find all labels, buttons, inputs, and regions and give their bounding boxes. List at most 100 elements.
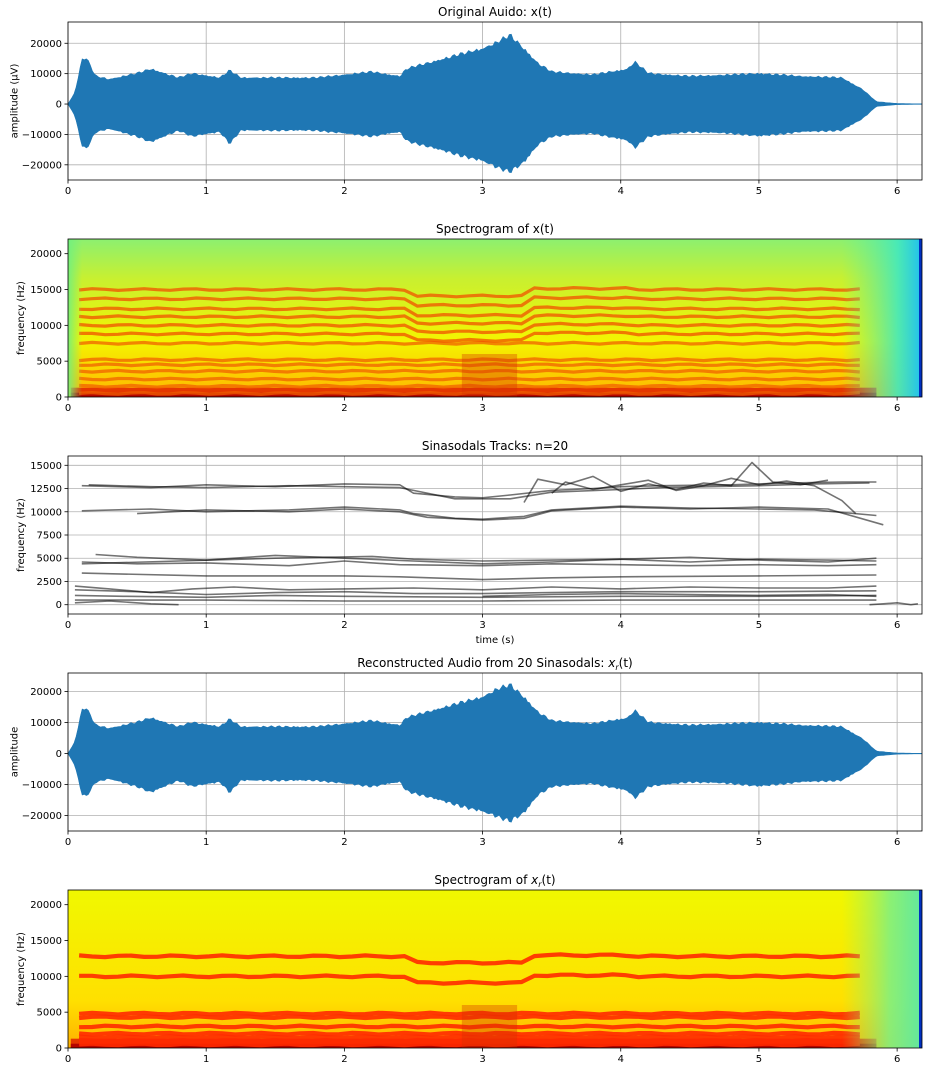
x-tick-label: 0 — [65, 403, 71, 414]
y-tick-label: 7500 — [37, 531, 62, 542]
y-axis-label: frequency (Hz) — [16, 498, 27, 572]
spectrogram-band — [79, 330, 860, 343]
spectrogram-edge — [841, 890, 922, 1048]
y-tick-label: 5000 — [37, 554, 62, 565]
y-tick-label: 0 — [56, 749, 62, 760]
waveform-area — [68, 683, 922, 823]
spectrogram-band — [78, 1034, 860, 1041]
chart-title: Sinasodals Tracks: n=20 — [422, 439, 568, 453]
x-tick-label: 1 — [203, 837, 209, 848]
y-tick-label: 10000 — [30, 69, 62, 80]
sinusoid-track — [482, 592, 877, 598]
x-tick-label: 4 — [618, 186, 624, 197]
x-tick-label: 0 — [65, 186, 71, 197]
sinusoid-track — [523, 461, 829, 503]
waveform-panel: 0 1 2 3 4 5 6 −20000 −10000 0 10000 20000 amplitude R… — [10, 656, 923, 848]
x-tick-label: 6 — [894, 1054, 900, 1065]
y-tick-label: −10000 — [22, 130, 62, 141]
x-tick-label: 2 — [341, 837, 347, 848]
axes-frame — [67, 21, 923, 181]
spectrogram-band — [70, 392, 877, 397]
spectrogram-band — [79, 972, 860, 986]
y-tick-label: 20000 — [30, 249, 62, 260]
waveform-area — [68, 33, 922, 174]
x-tick-label: 1 — [203, 186, 209, 197]
x-tick-label: 4 — [618, 1054, 624, 1065]
x-tick-label: 0 — [65, 1054, 71, 1065]
spectrogram-band — [78, 376, 860, 382]
axes-frame — [67, 889, 923, 1049]
x-tick-label: 5 — [756, 620, 762, 631]
y-tick-label: −10000 — [22, 780, 62, 791]
spectrogram-edge — [68, 239, 82, 397]
sinusoid-track — [81, 572, 877, 581]
y-tick-label: 10000 — [30, 321, 62, 332]
y-tick-label: 5000 — [37, 357, 62, 368]
spectrogram-panel: 0 1 2 3 4 5 6 0 5000 10000 15000 20000 frequency (Hz… — [16, 222, 923, 414]
y-axis-label: amplitude — [10, 727, 21, 778]
y-tick-label: 15000 — [30, 936, 62, 947]
sinusoid-track — [74, 589, 877, 596]
spectrogram-edge — [841, 239, 922, 397]
spectrogram-band — [78, 321, 860, 335]
spectrogram-panel: 0 1 2 3 4 5 6 0 5000 10000 15000 20000 frequency (Hz… — [16, 873, 923, 1065]
spectrogram-image — [68, 890, 922, 1048]
spectrogram-band — [461, 1005, 518, 1048]
spectrogram-edge — [919, 890, 922, 1048]
x-tick-label: 4 — [618, 403, 624, 414]
x-tick-label: 4 — [618, 620, 624, 631]
spectrogram-image — [68, 239, 922, 397]
y-tick-label: 0 — [56, 393, 62, 404]
y-tick-label: 15000 — [30, 285, 62, 296]
tracks-panel: 0 1 2 3 4 5 6 0 2500 5000 7500 10000 12500 15000 frequ… — [16, 439, 923, 646]
x-tick-label: 6 — [894, 620, 900, 631]
x-tick-label: 6 — [894, 403, 900, 414]
spectrogram-band — [79, 305, 860, 318]
x-tick-label: 5 — [756, 403, 762, 414]
x-tick-label: 6 — [894, 837, 900, 848]
y-tick-label: 5000 — [37, 1008, 62, 1019]
y-tick-label: 10000 — [30, 507, 62, 518]
sinusoid-track — [74, 585, 877, 594]
sinusoid-track — [74, 600, 179, 606]
spectrogram-band — [78, 295, 860, 308]
x-tick-label: 2 — [341, 403, 347, 414]
spectrogram-band — [461, 354, 518, 397]
x-tick-label: 3 — [479, 403, 485, 414]
sinusoid-track — [81, 560, 877, 567]
x-tick-label: 4 — [618, 837, 624, 848]
spectrogram-band — [79, 383, 860, 389]
axes-frame — [67, 672, 923, 832]
y-tick-label: 12500 — [30, 484, 62, 495]
y-tick-label: 0 — [56, 100, 62, 111]
y-tick-label: 20000 — [30, 687, 62, 698]
y-tick-label: −20000 — [22, 811, 62, 822]
spectrogram-band — [79, 1023, 860, 1030]
spectrogram-band — [78, 1030, 860, 1037]
chart-title: Spectrogram of xr(t) — [434, 873, 555, 889]
x-tick-label: 0 — [65, 837, 71, 848]
spectrogram-band — [78, 368, 860, 374]
y-tick-label: 2500 — [37, 577, 62, 588]
x-tick-label: 3 — [479, 1054, 485, 1065]
x-axis-label: time (s) — [476, 635, 515, 646]
x-tick-label: 1 — [203, 1054, 209, 1065]
chart-title: Reconstructed Audio from 20 Sinasodals: … — [357, 656, 633, 672]
sinusoid-track — [88, 482, 870, 500]
y-tick-label: 10000 — [30, 718, 62, 729]
y-tick-label: 0 — [56, 600, 62, 611]
y-tick-label: 10000 — [30, 972, 62, 983]
y-tick-label: 20000 — [30, 39, 62, 50]
y-axis-label: frequency (Hz) — [16, 281, 27, 355]
spectrogram-background — [68, 890, 922, 1048]
spectrogram-band — [79, 1037, 860, 1044]
axes — [67, 456, 922, 614]
sinusoid-track — [81, 555, 877, 565]
spectrogram-band — [78, 313, 860, 326]
spectrogram-band — [79, 390, 860, 396]
y-axis-label: frequency (Hz) — [16, 932, 27, 1006]
chart-title: Original Auido: x(t) — [438, 5, 552, 19]
x-tick-label: 1 — [203, 403, 209, 414]
x-tick-label: 5 — [756, 837, 762, 848]
sinusoid-track — [551, 477, 857, 515]
